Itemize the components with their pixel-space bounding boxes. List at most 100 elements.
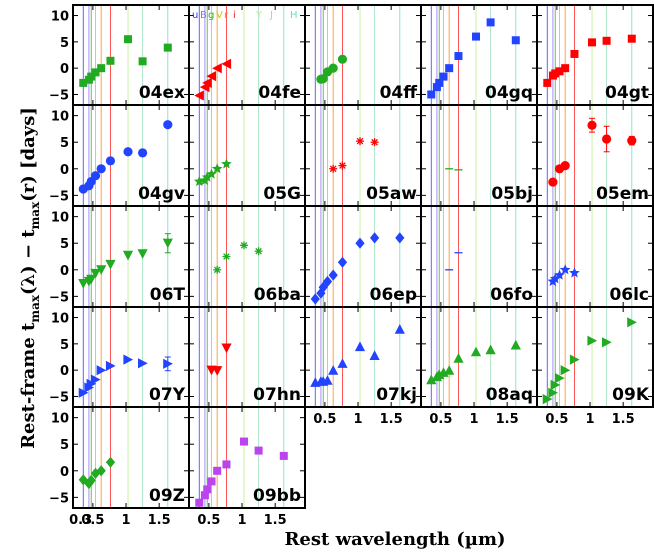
y-tick-label: 10 <box>51 211 69 226</box>
data-point <box>87 72 96 81</box>
panel-09Z: 09Z <box>72 406 190 509</box>
data-point <box>254 446 263 455</box>
data-point <box>395 232 405 244</box>
band-legend-V: V <box>216 10 223 21</box>
y-tick-label: −5 <box>49 290 69 305</box>
data-point <box>439 72 448 81</box>
x-tick-label: 0.5 <box>545 412 568 427</box>
y-axis-label-sub-a: max <box>28 294 42 322</box>
data-point <box>96 365 107 376</box>
panel-label: 04ex <box>139 83 185 103</box>
band-legend-B: B <box>200 10 207 21</box>
data-point <box>138 57 147 66</box>
data-point <box>543 78 552 87</box>
data-point-stroke <box>329 165 337 173</box>
data-point <box>427 90 436 99</box>
y-axis-label-part-c: (r) [days] <box>18 107 39 202</box>
x-tick-label: 0.5 <box>197 513 220 528</box>
data-point <box>194 90 204 101</box>
data-point <box>554 269 565 280</box>
band-legend-r: r <box>224 10 229 21</box>
data-point <box>222 460 231 469</box>
band-legend-H: H <box>290 10 298 21</box>
panel-label: 06ba <box>254 285 301 305</box>
data-point <box>206 168 217 179</box>
data-point <box>86 274 97 285</box>
data-point <box>602 36 611 45</box>
y-tick-label: −5 <box>49 390 69 405</box>
data-point <box>485 344 496 355</box>
data-point <box>472 32 481 41</box>
data-point <box>510 339 521 350</box>
y-tick-label: 5 <box>60 237 69 252</box>
y-tick-label: 5 <box>60 438 69 453</box>
panel-label: 05G <box>263 184 301 204</box>
panel-label: 05em <box>596 184 649 204</box>
data-point-stroke <box>339 162 346 169</box>
data-point <box>602 337 612 348</box>
panel-label: 04gq <box>485 83 533 103</box>
data-point <box>328 269 338 281</box>
data-point <box>138 148 148 158</box>
panel-04ex: 04ex <box>72 4 190 106</box>
data-point <box>627 136 637 146</box>
x-tick-label: 1.5 <box>496 412 519 427</box>
data-point <box>445 64 454 73</box>
data-point <box>213 466 222 475</box>
data-point <box>212 63 222 74</box>
x-tick-label: 1 <box>238 513 247 528</box>
data-point <box>569 267 580 278</box>
data-point <box>338 161 347 170</box>
panel-label: 04gv <box>138 184 185 204</box>
panel-label: 06fo <box>490 285 533 305</box>
data-point <box>561 64 570 73</box>
data-point <box>549 273 561 284</box>
data-point <box>203 485 212 494</box>
data-point <box>78 387 89 398</box>
data-point <box>560 365 571 376</box>
data-point <box>105 360 116 371</box>
data-point <box>221 343 232 354</box>
data-point <box>90 268 101 279</box>
data-point <box>310 293 320 305</box>
panel-label: 09bb <box>253 486 301 506</box>
x-tick-label: 1.5 <box>612 412 635 427</box>
data-point <box>105 156 116 166</box>
data-point <box>78 474 88 486</box>
data-point <box>370 232 380 244</box>
data-point <box>470 346 482 357</box>
data-point <box>355 237 365 249</box>
data-point <box>86 474 96 486</box>
data-point <box>542 394 553 405</box>
data-point <box>201 171 213 182</box>
y-tick-label: 5 <box>60 338 69 353</box>
data-point <box>163 358 173 369</box>
data-point <box>96 164 106 174</box>
data-point <box>138 358 148 369</box>
panel-label: 06ep <box>370 285 417 305</box>
data-point <box>337 358 348 368</box>
x-tick-label: 0.5 <box>81 513 104 528</box>
y-axis-label-sub-b: max <box>28 201 42 229</box>
band-legend-i: i <box>233 10 236 21</box>
x-tick-label: 1.5 <box>264 513 287 528</box>
panel-label: 06T <box>150 285 186 305</box>
y-tick-label: 5 <box>60 36 69 51</box>
data-point <box>329 164 338 173</box>
data-point <box>90 171 101 181</box>
panel-09K: 09K <box>536 306 654 408</box>
data-point <box>548 387 558 398</box>
panel-label: 08aq <box>486 385 533 405</box>
y-tick-label: −5 <box>49 491 69 506</box>
data-point-stroke <box>240 242 248 249</box>
data-point <box>453 353 464 363</box>
panel-label: 04gt <box>605 83 649 103</box>
data-point <box>195 498 204 507</box>
panel-08aq: 08aq <box>420 306 538 408</box>
panel-05aw: 05aw <box>304 104 422 207</box>
data-point <box>163 43 172 52</box>
data-point <box>587 120 597 130</box>
panel-label: 05bj <box>491 184 533 204</box>
